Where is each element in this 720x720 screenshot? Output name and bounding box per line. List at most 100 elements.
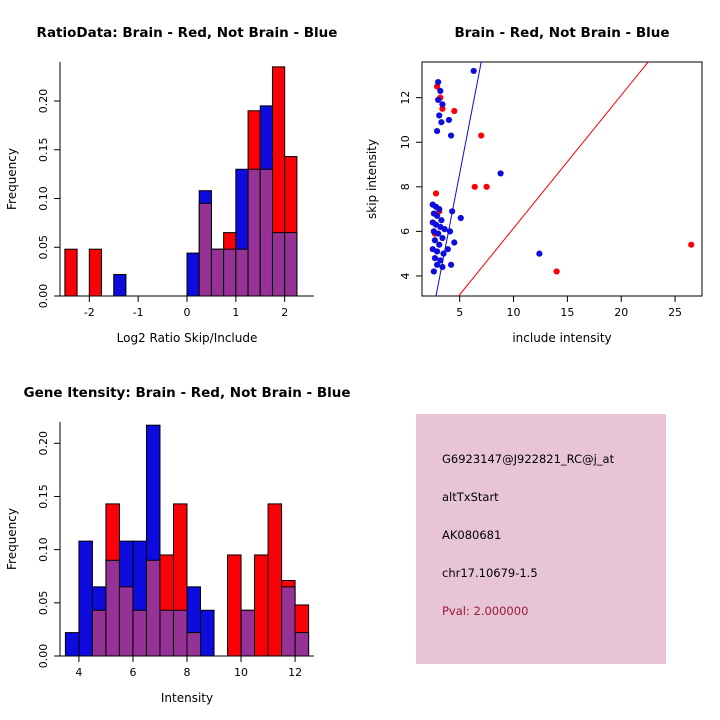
scatter-point-blue [439, 263, 446, 271]
hist-bar [198, 202, 212, 297]
locus-text: chr17.10679-1.5 [442, 566, 538, 580]
gene-info-panel: G6923147@J922821_RC@j_at altTxStart AK08… [360, 360, 720, 720]
y-tick-label: 8 [399, 183, 412, 190]
y-tick-label: 0.10 [37, 186, 50, 211]
hist-bar [91, 609, 107, 657]
scatter-point-blue [441, 226, 448, 233]
scatter-point-red [478, 132, 485, 139]
gene-intensity-histogram-panel: Gene Itensity: Brain - Red, Not Brain - … [5, 385, 351, 705]
x-tick-label: 25 [668, 306, 682, 319]
scatter-point-red [471, 183, 478, 190]
hist-bar [271, 232, 286, 297]
scatter-point-blue [444, 246, 451, 253]
scatter-point-blue [439, 101, 446, 108]
chart-title: RatioData: Brain - Red, Not Brain - Blue [37, 25, 338, 41]
hist-bar [172, 609, 188, 657]
hist-bar [284, 232, 298, 297]
accession-text: AK080681 [442, 528, 502, 542]
x-axis-label: Intensity [161, 691, 213, 705]
x-tick-label: 15 [560, 306, 574, 319]
y-tick-label: 0.00 [37, 644, 50, 669]
hist-bar [210, 248, 225, 297]
x-tick-label: 20 [614, 306, 628, 319]
scatter-point-blue [437, 87, 444, 95]
scatter-point-blue [447, 261, 455, 268]
x-axis-label: include intensity [512, 331, 611, 345]
x-tick-label: 5 [456, 306, 463, 319]
scatter-point-blue [436, 241, 443, 248]
hist-bar [159, 609, 174, 657]
hist-bar [247, 168, 261, 297]
hist-bar [294, 632, 310, 657]
scatter-point-blue [430, 268, 437, 275]
x-tick-label: 6 [129, 666, 136, 679]
gene-info-box: G6923147@J922821_RC@j_at altTxStart AK08… [416, 414, 666, 664]
x-axis-label: Log2 Ratio Skip/Include [117, 331, 258, 345]
x-tick-label: 1 [232, 306, 239, 319]
scatter-point-blue [440, 250, 447, 257]
scatter-point-blue [435, 78, 442, 86]
scatter-point-blue [457, 214, 464, 222]
scatter-point-blue [445, 116, 453, 124]
scatter-point-blue [470, 67, 477, 75]
pval-text: Pval: 2.000000 [442, 604, 529, 618]
scatter-point-blue [431, 237, 439, 244]
x-tick-label: 0 [184, 306, 191, 319]
y-tick-label: 0.20 [37, 89, 50, 114]
x-tick-label: 10 [507, 306, 521, 319]
chart-title: Gene Itensity: Brain - Red, Not Brain - … [23, 385, 350, 401]
intensity-scatter-panel: Brain - Red, Not Brain - Blue include int… [365, 25, 703, 345]
hist-bar [227, 554, 242, 657]
hist-bar [132, 609, 147, 657]
scatter-point-blue [497, 170, 504, 177]
probe-id-text: G6923147@J922821_RC@j_at [442, 452, 615, 466]
hist-bar [281, 586, 296, 657]
hist-bar [240, 609, 256, 657]
scatter-point-red [553, 268, 560, 275]
y-axis-label: Frequency [5, 148, 19, 210]
fit-line [435, 61, 482, 297]
scatter-point-red [432, 190, 440, 197]
hist-bar [64, 632, 80, 657]
hist-bar [223, 248, 237, 297]
y-tick-label: 0.15 [37, 484, 50, 509]
scatter-point-blue [433, 248, 441, 255]
scatter-point-blue [438, 217, 445, 224]
scatter-point-blue [433, 127, 441, 135]
hist-bar [64, 248, 78, 297]
y-tick-label: 6 [399, 228, 412, 235]
hist-bar [78, 540, 93, 657]
y-tick-label: 0.05 [37, 591, 50, 616]
x-tick-label: -1 [133, 306, 144, 319]
hist-bar [267, 503, 283, 657]
scatter-point-blue [436, 205, 443, 213]
y-tick-label: 0.10 [37, 537, 50, 562]
y-tick-label: 0.05 [37, 235, 50, 260]
scatter-point-blue [436, 112, 443, 119]
hist-bar [259, 168, 273, 297]
chart-title: Brain - Red, Not Brain - Blue [454, 25, 669, 41]
y-tick-label: 0.00 [37, 284, 50, 309]
x-tick-label: 2 [281, 306, 288, 319]
scatter-point-blue [446, 228, 454, 235]
scatter-point-blue [433, 212, 441, 219]
scatter-point-blue [438, 119, 445, 126]
scatter-point-red [439, 105, 446, 112]
hist-bar [200, 609, 215, 657]
x-tick-label: 10 [234, 666, 248, 679]
scatter-point-blue [435, 230, 442, 237]
hist-bar [88, 248, 103, 297]
hist-bar [186, 252, 200, 297]
x-tick-label: 4 [75, 666, 82, 679]
scatter-point-red [451, 107, 458, 115]
y-axis-label: Frequency [5, 508, 19, 570]
splice-event-type-text: altTxStart [442, 490, 499, 504]
scatter-point-blue [447, 132, 455, 139]
x-tick-label: -2 [84, 306, 95, 319]
ratio-histogram-panel: RatioData: Brain - Red, Not Brain - Blue… [5, 25, 338, 345]
scatter-point-blue [435, 96, 442, 103]
scatter-point-blue [437, 257, 444, 264]
scatter-point-blue [451, 239, 458, 246]
scatter-point-blue [449, 208, 456, 215]
scatter-point-red [483, 183, 490, 190]
